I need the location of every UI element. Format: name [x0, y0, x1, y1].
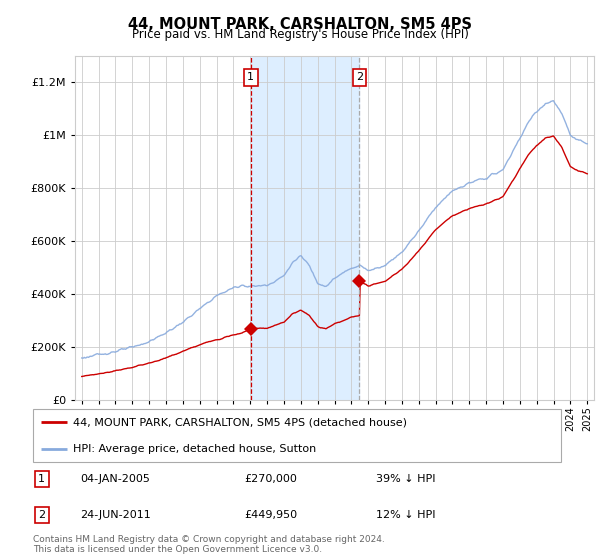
- Text: £270,000: £270,000: [244, 474, 297, 484]
- Text: Contains HM Land Registry data © Crown copyright and database right 2024.
This d: Contains HM Land Registry data © Crown c…: [33, 535, 385, 554]
- Text: 04-JAN-2005: 04-JAN-2005: [80, 474, 151, 484]
- Text: 24-JUN-2011: 24-JUN-2011: [80, 510, 151, 520]
- Text: HPI: Average price, detached house, Sutton: HPI: Average price, detached house, Sutt…: [73, 444, 316, 454]
- FancyBboxPatch shape: [33, 409, 561, 462]
- Text: Price paid vs. HM Land Registry's House Price Index (HPI): Price paid vs. HM Land Registry's House …: [131, 28, 469, 41]
- Text: 2: 2: [38, 510, 46, 520]
- Text: 1: 1: [38, 474, 45, 484]
- Text: £449,950: £449,950: [244, 510, 298, 520]
- Text: 12% ↓ HPI: 12% ↓ HPI: [376, 510, 436, 520]
- Text: 1: 1: [247, 72, 254, 82]
- Text: 44, MOUNT PARK, CARSHALTON, SM5 4PS: 44, MOUNT PARK, CARSHALTON, SM5 4PS: [128, 17, 472, 32]
- Text: 2: 2: [356, 72, 363, 82]
- Bar: [251, 56, 359, 400]
- Text: 39% ↓ HPI: 39% ↓ HPI: [376, 474, 436, 484]
- Text: 44, MOUNT PARK, CARSHALTON, SM5 4PS (detached house): 44, MOUNT PARK, CARSHALTON, SM5 4PS (det…: [73, 417, 407, 427]
